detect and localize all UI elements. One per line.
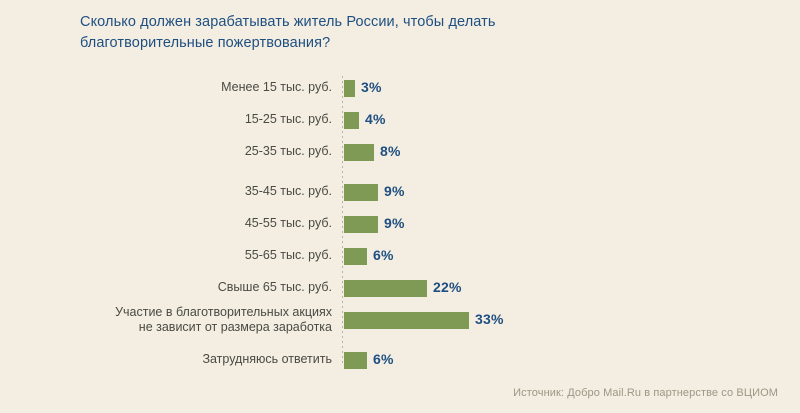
category-label-line-1: 15-25 тыс. руб. xyxy=(244,112,332,126)
bar xyxy=(344,112,359,129)
table-row: 35-45 тыс. руб. 9% xyxy=(0,183,800,208)
bar-value-label: 33% xyxy=(475,311,504,327)
table-row: 55-65 тыс. руб. 6% xyxy=(0,247,800,272)
category-label-line-1: Участие в благотворительных акциях xyxy=(115,305,332,319)
category-label: Свыше 65 тыс. руб. xyxy=(72,280,332,295)
bar xyxy=(344,248,367,265)
bar xyxy=(344,184,378,201)
category-label-line-1: 35-45 тыс. руб. xyxy=(244,184,332,198)
table-row: 15-25 тыс. руб. 4% xyxy=(0,111,800,136)
table-row: Менее 15 тыс. руб. 3% xyxy=(0,79,800,104)
bar xyxy=(344,216,378,233)
category-label-line-1: Менее 15 тыс. руб. xyxy=(221,80,332,94)
category-label-line-1: Свыше 65 тыс. руб. xyxy=(217,280,332,294)
table-row: 45-55 тыс. руб. 9% xyxy=(0,215,800,240)
bar-value-label: 22% xyxy=(433,279,462,295)
axis-baseline xyxy=(342,76,343,364)
category-label-line-2: не зависит от размера заработка xyxy=(138,320,332,334)
category-label: 25-35 тыс. руб. xyxy=(72,144,332,159)
bar xyxy=(344,80,355,97)
bar-value-label: 6% xyxy=(373,351,394,367)
bar xyxy=(344,280,427,297)
category-label: 55-65 тыс. руб. xyxy=(72,248,332,263)
category-label: 35-45 тыс. руб. xyxy=(72,184,332,199)
table-row: Свыше 65 тыс. руб. 22% xyxy=(0,279,800,304)
bar-value-label: 4% xyxy=(365,111,386,127)
page-title: Сколько должен зарабатывать житель Росси… xyxy=(80,12,680,54)
category-label-line-1: 55-65 тыс. руб. xyxy=(244,248,332,262)
category-label-line-1: 45-55 тыс. руб. xyxy=(244,216,332,230)
category-label-line-1: Затрудняюсь ответить xyxy=(202,352,332,366)
bar-value-label: 8% xyxy=(380,143,401,159)
category-label: Участие в благотворительных акциях не зав… xyxy=(72,305,332,335)
table-row: Затрудняюсь ответить 6% xyxy=(0,351,800,376)
category-label-line-1: 25-35 тыс. руб. xyxy=(244,144,332,158)
bar xyxy=(344,312,469,329)
bar-value-label: 9% xyxy=(384,183,405,199)
category-label: 45-55 тыс. руб. xyxy=(72,216,332,231)
table-row: Участие в благотворительных акциях не зав… xyxy=(0,305,800,336)
bar xyxy=(344,352,367,369)
source-note: Источник: Добро Mail.Ru в партнерстве со… xyxy=(513,387,778,399)
bar-value-label: 9% xyxy=(384,215,405,231)
category-label: 15-25 тыс. руб. xyxy=(72,112,332,127)
category-label: Менее 15 тыс. руб. xyxy=(72,80,332,95)
table-row: 25-35 тыс. руб. 8% xyxy=(0,143,800,168)
page-title-line-1: Сколько должен зарабатывать житель Росси… xyxy=(80,14,496,30)
bar-value-label: 3% xyxy=(361,79,382,95)
bar-value-label: 6% xyxy=(373,247,394,263)
bar xyxy=(344,144,374,161)
page-title-line-2: благотворительные пожертвования? xyxy=(80,35,331,51)
plot-area: Менее 15 тыс. руб. 3% 15-25 тыс. руб. 4% 25-… xyxy=(0,72,800,369)
category-label: Затрудняюсь ответить xyxy=(72,352,332,367)
